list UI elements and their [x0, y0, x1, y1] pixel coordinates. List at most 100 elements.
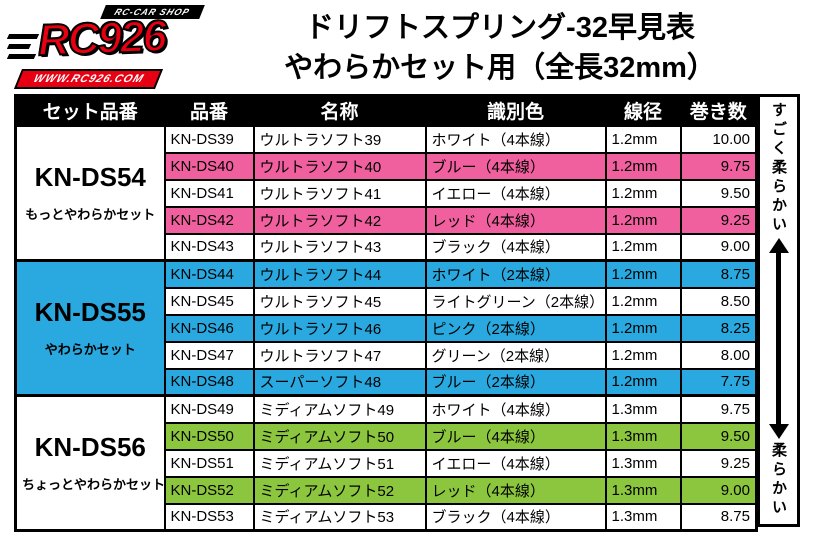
part-code-cell: KN-DS53	[163, 502, 255, 532]
diameter-cell: 1.3mm	[604, 502, 682, 532]
part-code-cell: KN-DS48	[163, 367, 255, 397]
logo-brand-text: RC926	[36, 11, 167, 66]
page-title: ドリフトスプリング-32早見表 やわらかセット用（全長32mm）	[200, 8, 800, 88]
color-cell: イエロー（4本線）	[424, 178, 607, 208]
name-cell: ウルトラソフト47	[252, 340, 427, 370]
set-code: KN-DS55	[34, 297, 146, 328]
color-cell: ブラック（4本線）	[424, 232, 607, 262]
turns-cell: 9.75	[679, 151, 758, 181]
table-row: KN-DS43 ウルトラソフト43 ブラック（4本線） 1.2mm 9.00	[16, 232, 758, 262]
part-code-cell: KN-DS41	[163, 178, 255, 208]
turns-cell: 9.00	[679, 232, 758, 262]
turns-cell: 9.50	[679, 178, 758, 208]
turns-cell: 9.75	[679, 394, 758, 424]
name-cell: ウルトラソフト46	[252, 313, 427, 343]
name-cell: ウルトラソフト43	[252, 232, 427, 262]
part-code-cell: KN-DS39	[163, 124, 255, 154]
color-cell: ピンク（2本線）	[424, 313, 607, 343]
table-row: KN-DS40 ウルトラソフト40 ブルー（4本線） 1.2mm 9.75	[15, 151, 758, 181]
turns-cell: 9.25	[679, 448, 758, 478]
table-row: KN-DS47 ウルトラソフト47 グリーン（2本線） 1.2mm 8.00	[16, 340, 758, 370]
name-cell: ミディアムソフト53	[252, 502, 427, 532]
softness-top-label: すごく柔らかい	[770, 102, 787, 235]
logo-speed-lines-icon	[6, 29, 40, 64]
name-cell: ウルトラソフト41	[252, 178, 427, 208]
turns-cell: 9.50	[679, 421, 758, 451]
diameter-cell: 1.2mm	[604, 232, 682, 262]
diameter-cell: 1.2mm	[604, 286, 682, 316]
diameter-cell: 1.2mm	[604, 367, 682, 397]
turns-cell: 10.00	[679, 124, 758, 154]
header-turns: 巻き数	[679, 94, 758, 127]
table-row: KN-DS54 もっとやわらかセット KN-DS39 ウルトラソフト39 ホワイ…	[14, 124, 758, 262]
part-code-cell: KN-DS45	[163, 286, 255, 316]
turns-cell: 8.75	[679, 502, 758, 532]
header-wire-dia: 線径	[604, 94, 682, 127]
color-cell: ライトグリーン（2本線）	[424, 286, 607, 316]
part-code-cell: KN-DS52	[163, 475, 255, 505]
part-code-cell: KN-DS43	[163, 232, 255, 262]
color-cell: レッド（4本線）	[424, 475, 607, 505]
header-row: セット品番 品番 名称 識別色 線径 巻き数	[14, 94, 758, 127]
set-code: KN-DS54	[34, 162, 146, 193]
diameter-cell: 1.2mm	[604, 178, 682, 208]
table-row: KN-DS55 やわらかセット KN-DS44 ウルトラソフト44 ホワイト（2…	[14, 259, 758, 397]
color-cell: ブルー（4本線）	[424, 421, 607, 451]
set-cell-kn-ds56: KN-DS56 ちょっとやわらかセット	[14, 394, 166, 532]
part-code-cell: KN-DS40	[163, 151, 255, 181]
part-code-cell: KN-DS47	[163, 340, 255, 370]
color-cell: ブラック（4本線）	[424, 502, 607, 532]
turns-cell: 7.75	[679, 367, 758, 397]
diameter-cell: 1.2mm	[604, 259, 682, 289]
set-label: やわらかセット	[44, 341, 136, 357]
diameter-cell: 1.2mm	[604, 313, 682, 343]
diameter-cell: 1.3mm	[604, 475, 682, 505]
color-cell: ホワイト（4本線）	[424, 124, 607, 154]
name-cell: スーパーソフト48	[252, 367, 427, 397]
logo-url-banner: WWW.RC926.COM	[13, 69, 164, 89]
name-cell: ミディアムソフト51	[252, 448, 427, 478]
name-cell: ミディアムソフト50	[252, 421, 427, 451]
diameter-cell: 1.3mm	[604, 394, 682, 424]
diameter-cell: 1.2mm	[604, 205, 682, 235]
table-row: KN-DS45 ウルトラソフト45 ライトグリーン（2本線） 1.2mm 8.5…	[16, 286, 758, 316]
spring-spec-table: セット品番 品番 名称 識別色 線径 巻き数 KN-DS54 もっとやわらかセッ…	[14, 94, 758, 532]
set-label: ちょっとやわらかセット	[22, 476, 165, 492]
color-cell: ホワイト（4本線）	[424, 394, 607, 424]
diameter-cell: 1.3mm	[604, 448, 682, 478]
table-row: KN-DS53 ミディアムソフト53 ブラック（4本線） 1.3mm 8.75	[16, 502, 758, 532]
diameter-cell: 1.3mm	[604, 421, 682, 451]
diameter-cell: 1.2mm	[604, 340, 682, 370]
table-row: KN-DS56 ちょっとやわらかセット KN-DS49 ミディアムソフト49 ホ…	[14, 394, 758, 532]
turns-cell: 8.25	[679, 313, 758, 343]
name-cell: ウルトラソフト39	[252, 124, 427, 154]
name-cell: ウルトラソフト45	[252, 286, 427, 316]
turns-cell: 8.50	[679, 286, 758, 316]
header-set-code: セット品番	[14, 94, 166, 127]
turns-cell: 9.25	[679, 205, 758, 235]
color-cell: レッド（4本線）	[424, 205, 607, 235]
diameter-cell: 1.2mm	[604, 124, 682, 154]
part-code-cell: KN-DS50	[163, 421, 255, 451]
name-cell: ウルトラソフト42	[252, 205, 427, 235]
double-arrow-icon	[760, 235, 797, 442]
arrow-up-icon	[768, 238, 789, 253]
header-part-code: 品番	[163, 94, 255, 127]
page-title-line2: やわらかセット用（全長32mm）	[284, 52, 716, 85]
color-cell: イエロー（4本線）	[424, 448, 607, 478]
part-code-cell: KN-DS44	[163, 259, 255, 289]
header-name: 名称	[252, 94, 427, 127]
header-ident-color: 識別色	[424, 94, 607, 127]
name-cell: ウルトラソフト40	[252, 151, 427, 181]
color-cell: ホワイト（2本線）	[424, 259, 607, 289]
set-label: もっとやわらかセット	[25, 206, 156, 222]
set-cell-kn-ds55: KN-DS55 やわらかセット	[14, 259, 166, 397]
turns-cell: 8.75	[679, 259, 758, 289]
set-cell-kn-ds54: KN-DS54 もっとやわらかセット	[14, 124, 166, 262]
softness-scale-strip: すごく柔らかい 柔らかい	[757, 94, 800, 527]
page-title-line1: ドリフトスプリング-32早見表	[305, 12, 695, 44]
color-cell: ブルー（4本線）	[424, 151, 607, 181]
part-code-cell: KN-DS42	[163, 205, 255, 235]
part-code-cell: KN-DS46	[163, 313, 255, 343]
